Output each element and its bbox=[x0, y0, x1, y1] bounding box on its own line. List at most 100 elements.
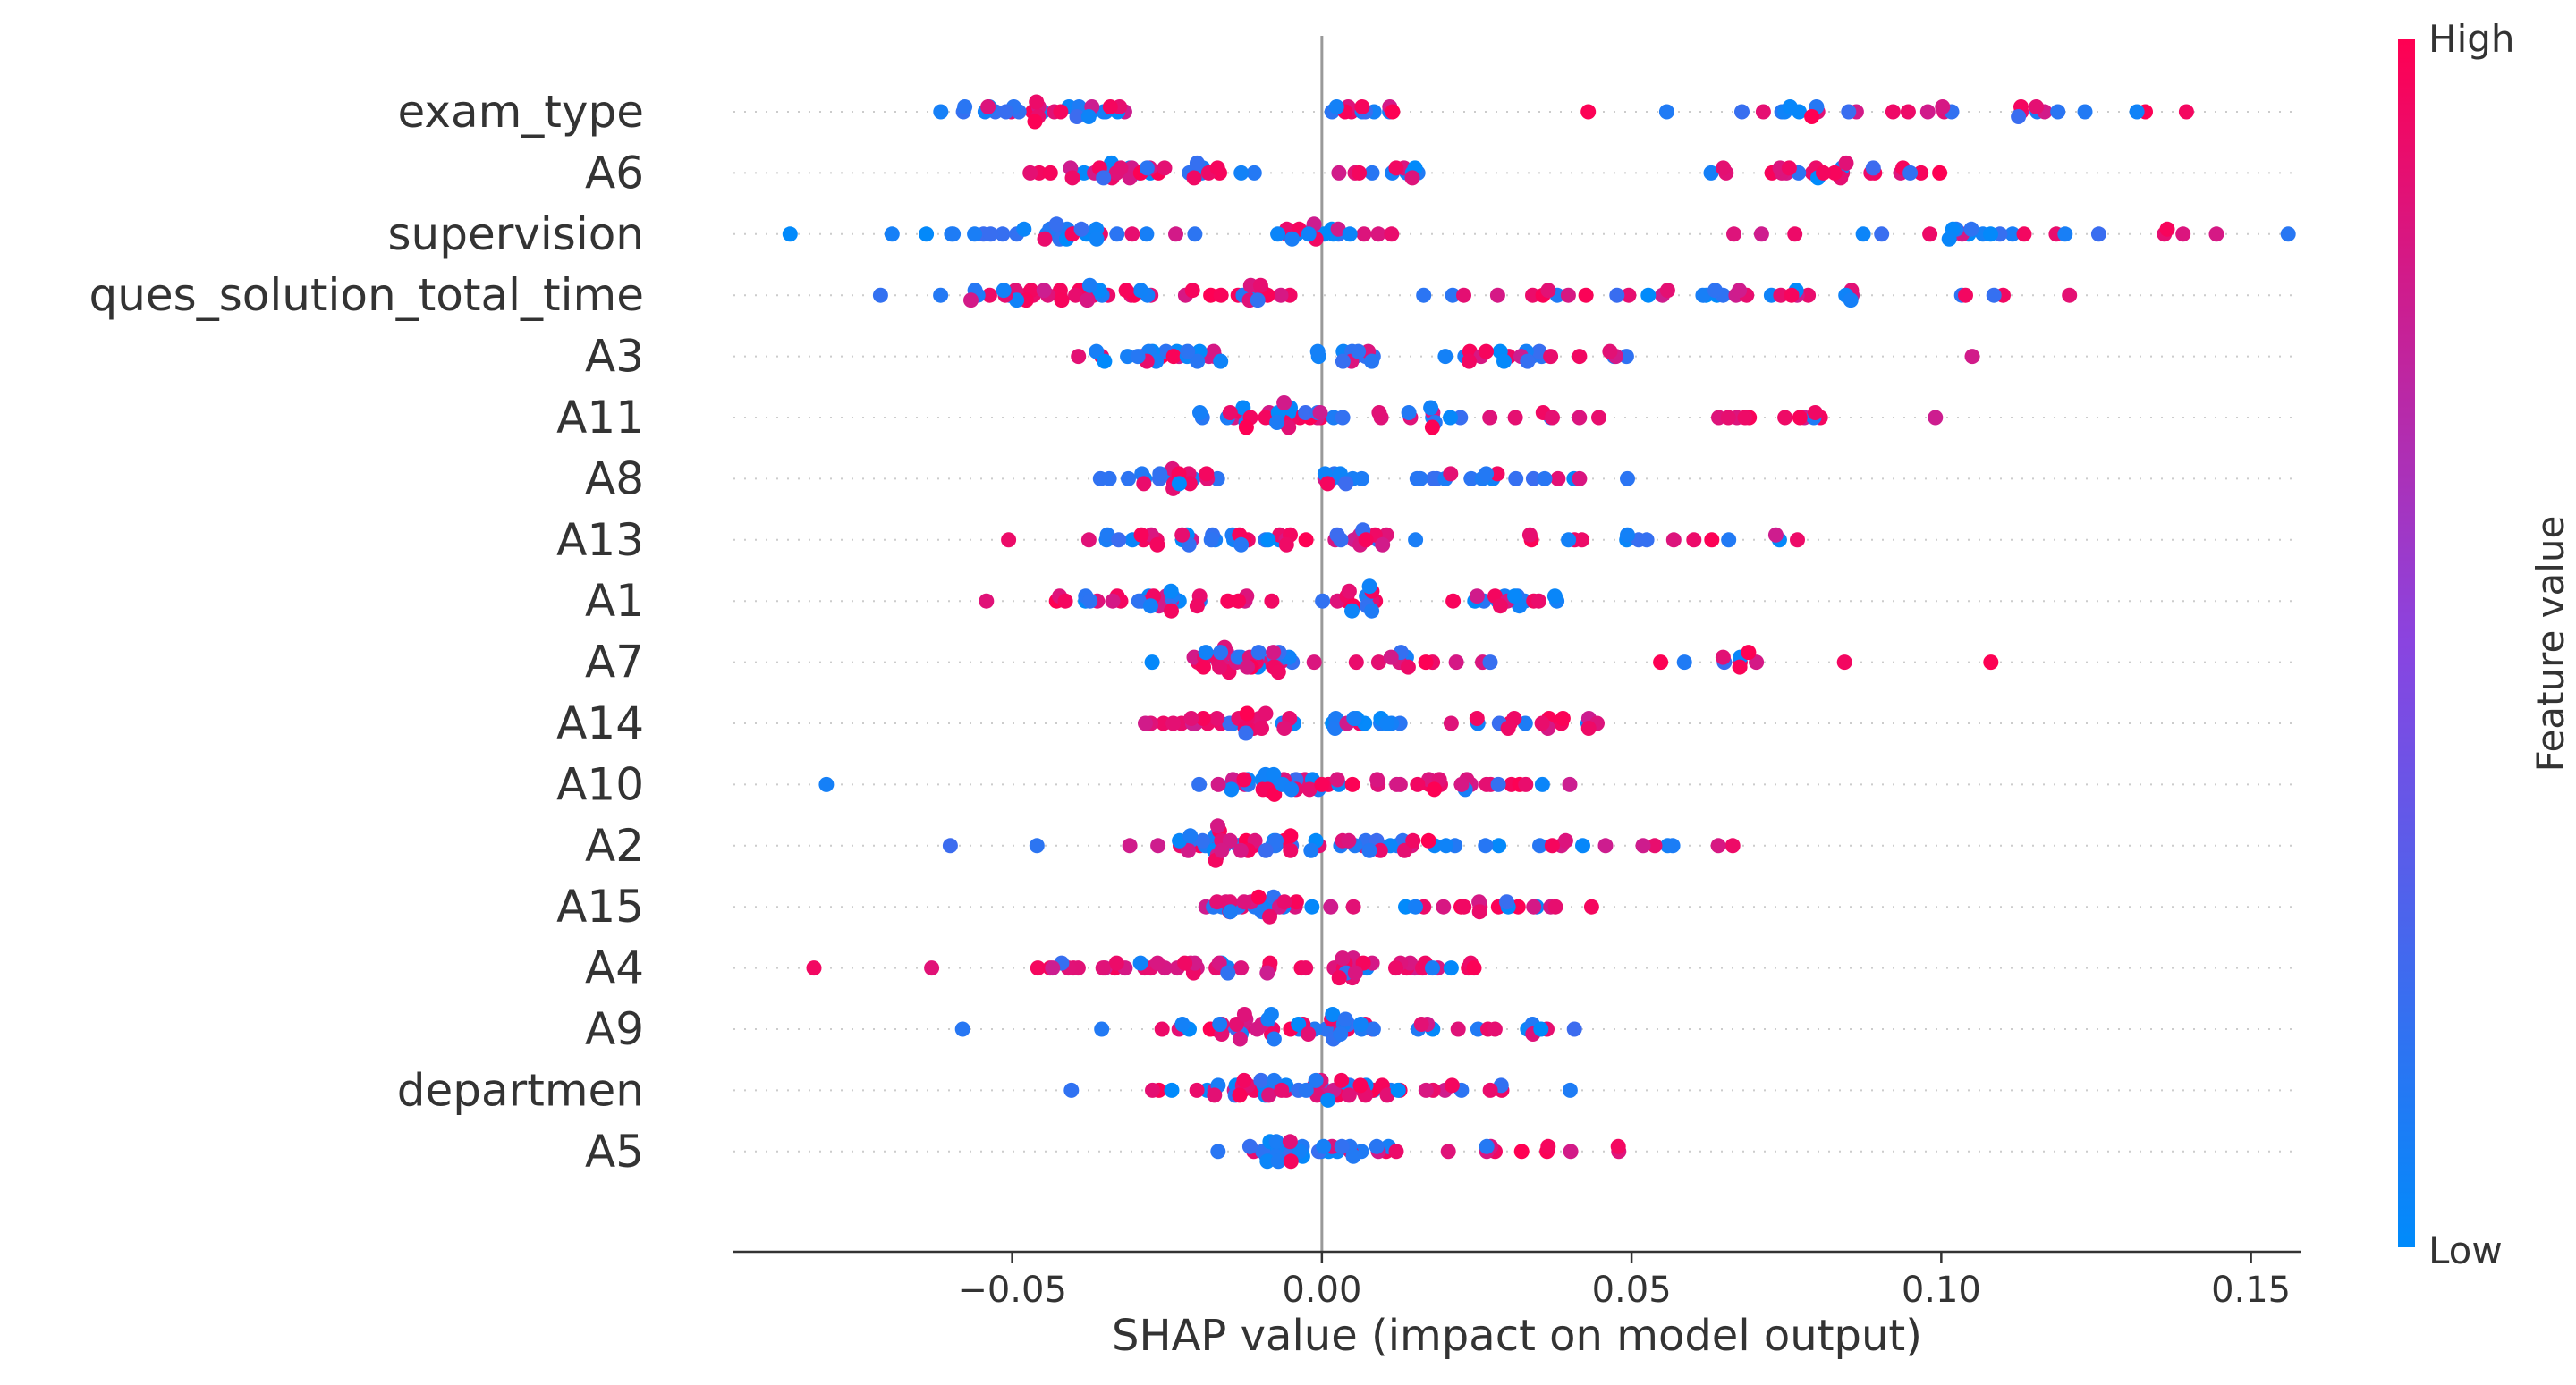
shap-point bbox=[1241, 1138, 1258, 1154]
shap-point bbox=[1384, 226, 1400, 242]
shap-point bbox=[1329, 772, 1345, 788]
feature-label: A15 bbox=[556, 881, 644, 933]
shap-point bbox=[1080, 292, 1096, 308]
shap-point bbox=[1306, 654, 1322, 671]
shap-point bbox=[1246, 165, 1262, 181]
shap-point bbox=[1080, 532, 1097, 548]
shap-point bbox=[1753, 226, 1769, 242]
shap-point bbox=[1346, 711, 1362, 726]
shap-point bbox=[1325, 1007, 1341, 1022]
shap-point bbox=[1456, 899, 1472, 915]
shap-point bbox=[1022, 165, 1038, 181]
shap-point bbox=[1238, 419, 1254, 435]
shap-point bbox=[1001, 532, 1017, 548]
shap-point bbox=[1530, 593, 1546, 609]
colorbar-title: Feature value bbox=[2529, 516, 2572, 773]
shap-point bbox=[1274, 1082, 1290, 1098]
shap-point bbox=[1471, 904, 1487, 920]
shap-point bbox=[1520, 353, 1536, 369]
shap-point bbox=[1210, 776, 1226, 792]
shap-point bbox=[1042, 165, 1058, 181]
shap-point bbox=[1437, 349, 1453, 365]
shap-point bbox=[1236, 894, 1252, 910]
shap-point bbox=[1250, 292, 1266, 308]
shap-point bbox=[1364, 353, 1380, 369]
shap-point bbox=[1223, 904, 1238, 920]
shap-point bbox=[1534, 715, 1550, 731]
shap-point bbox=[1189, 598, 1205, 614]
shap-point bbox=[1298, 1082, 1314, 1098]
shap-point bbox=[1550, 470, 1566, 486]
shap-point bbox=[1562, 1082, 1578, 1098]
shap-point bbox=[1213, 645, 1229, 661]
shap-point bbox=[1620, 527, 1635, 543]
shap-point bbox=[2159, 221, 2175, 237]
shap-point bbox=[1773, 287, 1789, 303]
shap-point bbox=[1401, 405, 1417, 420]
shap-point bbox=[1361, 578, 1377, 595]
shap-point bbox=[1352, 1017, 1368, 1032]
shap-point bbox=[1408, 532, 1424, 548]
shap-point bbox=[1210, 818, 1225, 834]
shap-point bbox=[1580, 721, 1597, 736]
shap-point bbox=[1269, 415, 1285, 430]
shap-point bbox=[1351, 343, 1367, 359]
shap-point bbox=[1508, 470, 1524, 486]
shap-point bbox=[954, 1021, 970, 1037]
shap-point bbox=[1109, 226, 1125, 242]
shap-point bbox=[2175, 226, 2191, 242]
shap-point bbox=[1444, 1077, 1460, 1094]
shap-point bbox=[1348, 654, 1364, 671]
shap-point bbox=[1276, 395, 1292, 410]
shap-point bbox=[1423, 400, 1439, 416]
shap-point bbox=[1316, 1138, 1332, 1154]
shap-point bbox=[1191, 776, 1208, 792]
shap-point bbox=[1284, 231, 1301, 247]
shap-point bbox=[1054, 292, 1070, 308]
shap-point bbox=[1400, 659, 1416, 675]
shap-point bbox=[1562, 776, 1578, 792]
shap-point bbox=[1560, 287, 1576, 303]
shap-point bbox=[1721, 532, 1737, 548]
shap-point bbox=[2029, 99, 2045, 114]
shap-point bbox=[1334, 1072, 1350, 1088]
shap-point bbox=[1496, 353, 1512, 369]
shap-point bbox=[1469, 588, 1485, 604]
shap-point bbox=[1108, 955, 1124, 971]
shap-point bbox=[2129, 104, 2145, 120]
shap-point bbox=[1720, 410, 1736, 426]
shap-point bbox=[1368, 1138, 1385, 1154]
shap-point bbox=[1209, 894, 1225, 910]
feature-label: A4 bbox=[585, 942, 644, 994]
shap-point bbox=[1983, 654, 1999, 671]
shap-point bbox=[1716, 160, 1732, 176]
shap-point bbox=[1182, 828, 1199, 844]
shap-point bbox=[1618, 349, 1634, 365]
shap-point bbox=[1436, 899, 1452, 915]
shap-point bbox=[1941, 231, 1957, 247]
shap-point bbox=[2050, 104, 2066, 120]
shap-point bbox=[1259, 965, 1275, 981]
shap-point bbox=[1220, 593, 1236, 609]
shap-point bbox=[1462, 353, 1477, 369]
shap-point bbox=[1236, 772, 1252, 788]
shap-point bbox=[1479, 466, 1495, 482]
shap-point bbox=[1707, 283, 1723, 299]
shap-point bbox=[1210, 1144, 1226, 1160]
shap-points bbox=[782, 94, 2296, 1170]
shap-point bbox=[1233, 536, 1250, 553]
shap-point bbox=[2208, 226, 2224, 242]
shap-point bbox=[1233, 960, 1250, 976]
feature-label: supervision bbox=[388, 208, 645, 260]
shap-point bbox=[933, 104, 949, 120]
shap-point bbox=[1250, 645, 1267, 661]
feature-label: departmen bbox=[397, 1064, 644, 1116]
shap-point bbox=[1390, 1082, 1406, 1098]
shap-point bbox=[1482, 410, 1498, 426]
shap-point bbox=[1142, 598, 1158, 614]
shap-point bbox=[1131, 593, 1147, 609]
shap-point bbox=[1273, 287, 1289, 303]
shap-point bbox=[1900, 104, 1916, 120]
shap-point bbox=[1213, 287, 1229, 303]
shap-point bbox=[1080, 109, 1097, 124]
